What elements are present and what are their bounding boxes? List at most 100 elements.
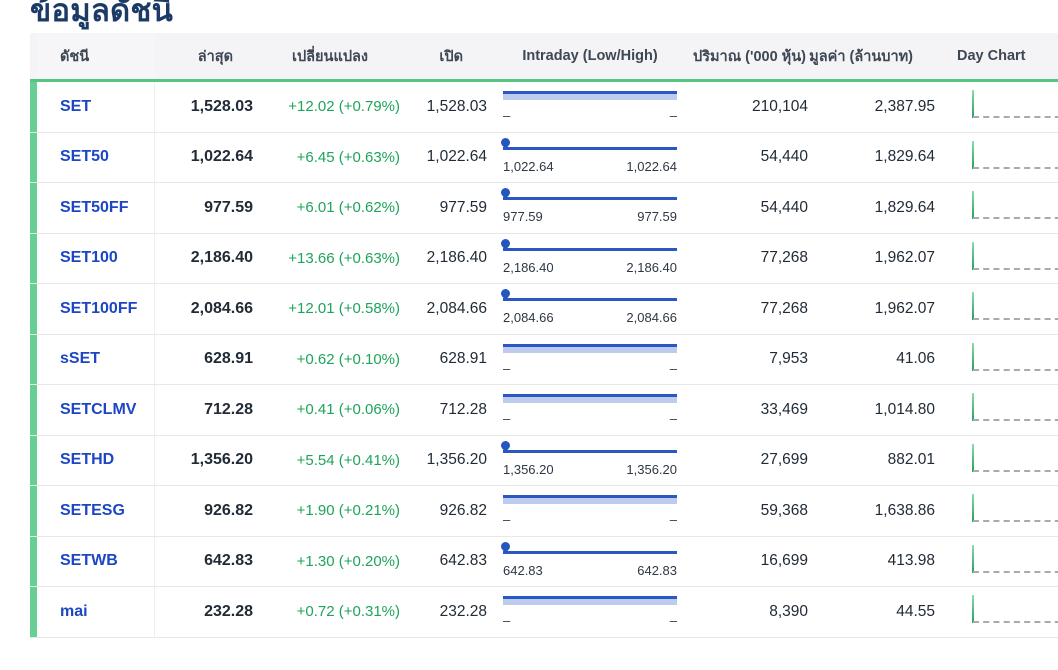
table-row[interactable]: SETWB 642.83 +1.30 (+0.20%) 642.83 642.8… [30, 536, 1058, 587]
intraday-range: 977.59 977.59 [487, 183, 693, 233]
day-chart[interactable] [935, 133, 1058, 183]
change-value: +0.41 (+0.06%) [296, 401, 400, 419]
intraday-range-bar-icon [503, 394, 677, 403]
last-value: 642.83 [204, 552, 253, 570]
intraday-range-line-icon [499, 135, 677, 150]
table-row[interactable]: SETCLMV 712.28 +0.41 (+0.06%) 712.28 – –… [30, 385, 1058, 436]
open-value: 628.91 [439, 350, 487, 368]
volume-value: 16,699 [760, 552, 808, 570]
intraday-range: – – [487, 82, 693, 132]
day-chart-spike-icon [972, 292, 974, 320]
table-row[interactable]: SET100FF 2,084.66 +12.01 (+0.58%) 2,084.… [30, 284, 1058, 335]
change-value: +12.02 (+0.79%) [288, 98, 400, 116]
value-value: 413.98 [887, 552, 935, 570]
row-accent-bar [30, 536, 37, 586]
day-chart[interactable] [935, 234, 1058, 284]
change-value: +1.90 (+0.21%) [296, 502, 400, 520]
index-link[interactable]: SETHD [60, 451, 115, 469]
day-chart-spike-icon [972, 342, 974, 371]
intraday-range-line-icon [499, 539, 677, 554]
intraday-low-label: – [503, 108, 511, 123]
last-value: 977.59 [204, 198, 253, 216]
intraday-low-label: – [503, 512, 511, 527]
intraday-pin-icon [499, 539, 512, 553]
index-table: ดัชนี ล่าสุด เปลี่ยนแปลง เปิด Intraday (… [30, 33, 1058, 638]
last-value: 628.91 [204, 350, 253, 368]
intraday-range-line-icon [499, 236, 677, 251]
row-accent-bar [30, 132, 37, 182]
header-day-chart: Day Chart [957, 48, 1026, 64]
open-value: 926.82 [439, 501, 487, 519]
intraday-high-label: 642.83 [637, 562, 677, 578]
day-chart[interactable] [935, 537, 1058, 587]
value-value: 1,962.07 [874, 249, 935, 267]
index-cell: SET50 [37, 132, 155, 182]
page-title: ข้อมูลดัชนี [30, 0, 174, 28]
day-chart[interactable] [935, 284, 1058, 334]
volume-value: 33,469 [760, 400, 808, 418]
header-volume: ปริมาณ ('000 หุ้น) [693, 48, 806, 65]
change-value: +6.01 (+0.62%) [296, 199, 400, 217]
day-chart[interactable] [935, 335, 1058, 385]
intraday-high-label: – [669, 108, 677, 123]
index-link[interactable]: SET [60, 97, 92, 115]
table-row[interactable]: SET 1,528.03 +12.02 (+0.79%) 1,528.03 – … [30, 82, 1058, 133]
day-chart[interactable] [935, 587, 1058, 637]
intraday-pin-icon [499, 236, 512, 250]
day-chart-baseline-icon [973, 368, 1058, 371]
index-cell: SET100FF [37, 284, 155, 334]
table-row[interactable]: sSET 628.91 +0.62 (+0.10%) 628.91 – – 7,… [30, 334, 1058, 385]
index-link[interactable]: SET100FF [60, 299, 138, 317]
index-cell: SETESG [37, 486, 155, 536]
table-row[interactable]: SET100 2,186.40 +13.66 (+0.63%) 2,186.40… [30, 233, 1058, 284]
intraday-high-label: – [669, 360, 677, 376]
last-value: 2,084.66 [190, 299, 253, 317]
index-cell: SETWB [37, 536, 155, 586]
table-header: ดัชนี ล่าสุด เปลี่ยนแปลง เปิด Intraday (… [30, 33, 1058, 82]
open-value: 232.28 [439, 602, 487, 620]
day-chart[interactable] [935, 436, 1058, 486]
index-link[interactable]: SET100 [60, 249, 118, 267]
index-link[interactable]: SET50FF [60, 198, 129, 216]
intraday-range: 2,084.66 2,084.66 [487, 284, 693, 334]
day-chart[interactable] [935, 82, 1058, 132]
table-row[interactable]: SETHD 1,356.20 +5.54 (+0.41%) 1,356.20 1… [30, 435, 1058, 486]
index-link[interactable]: SETESG [60, 501, 125, 519]
intraday-pin-icon [499, 186, 512, 199]
volume-value: 77,268 [760, 299, 808, 317]
intraday-pin-icon [499, 287, 512, 300]
table-row[interactable]: SET50 1,022.64 +6.45 (+0.63%) 1,022.64 1… [30, 132, 1058, 183]
value-value: 44.55 [896, 602, 935, 620]
change-value: +6.45 (+0.63%) [296, 148, 400, 166]
intraday-high-label: 2,186.40 [626, 259, 677, 275]
table-row[interactable]: SETESG 926.82 +1.90 (+0.21%) 926.82 – – … [30, 486, 1058, 537]
row-accent-bar [30, 435, 37, 485]
day-chart-spike-icon [972, 595, 974, 623]
volume-value: 8,390 [769, 602, 808, 620]
day-chart[interactable] [935, 385, 1058, 435]
index-link[interactable]: SETCLMV [60, 400, 137, 418]
intraday-low-label: 1,356.20 [503, 461, 554, 477]
index-link[interactable]: mai [60, 602, 88, 620]
index-cell: SET50FF [37, 183, 155, 233]
value-value: 882.01 [887, 451, 935, 469]
intraday-range-bar-icon [503, 495, 677, 504]
day-chart-spike-icon [972, 544, 974, 573]
volume-value: 27,699 [760, 451, 808, 469]
index-link[interactable]: SET50 [60, 148, 109, 166]
day-chart[interactable] [935, 183, 1058, 233]
open-value: 1,022.64 [426, 148, 487, 166]
index-link[interactable]: SETWB [60, 552, 118, 570]
last-value: 1,528.03 [190, 97, 253, 115]
change-value: +0.62 (+0.10%) [296, 350, 400, 368]
intraday-pin-icon [499, 135, 512, 149]
day-chart[interactable] [935, 486, 1058, 536]
open-value: 1,528.03 [426, 97, 487, 115]
row-accent-bar [30, 233, 37, 283]
day-chart-spike-icon [972, 443, 974, 472]
table-row[interactable]: SET50FF 977.59 +6.01 (+0.62%) 977.59 977… [30, 183, 1058, 234]
intraday-range-line-icon [499, 438, 677, 453]
table-row[interactable]: mai 232.28 +0.72 (+0.31%) 232.28 – – 8,3… [30, 587, 1058, 638]
index-link[interactable]: sSET [60, 350, 101, 368]
intraday-low-label: 2,084.66 [503, 310, 554, 325]
